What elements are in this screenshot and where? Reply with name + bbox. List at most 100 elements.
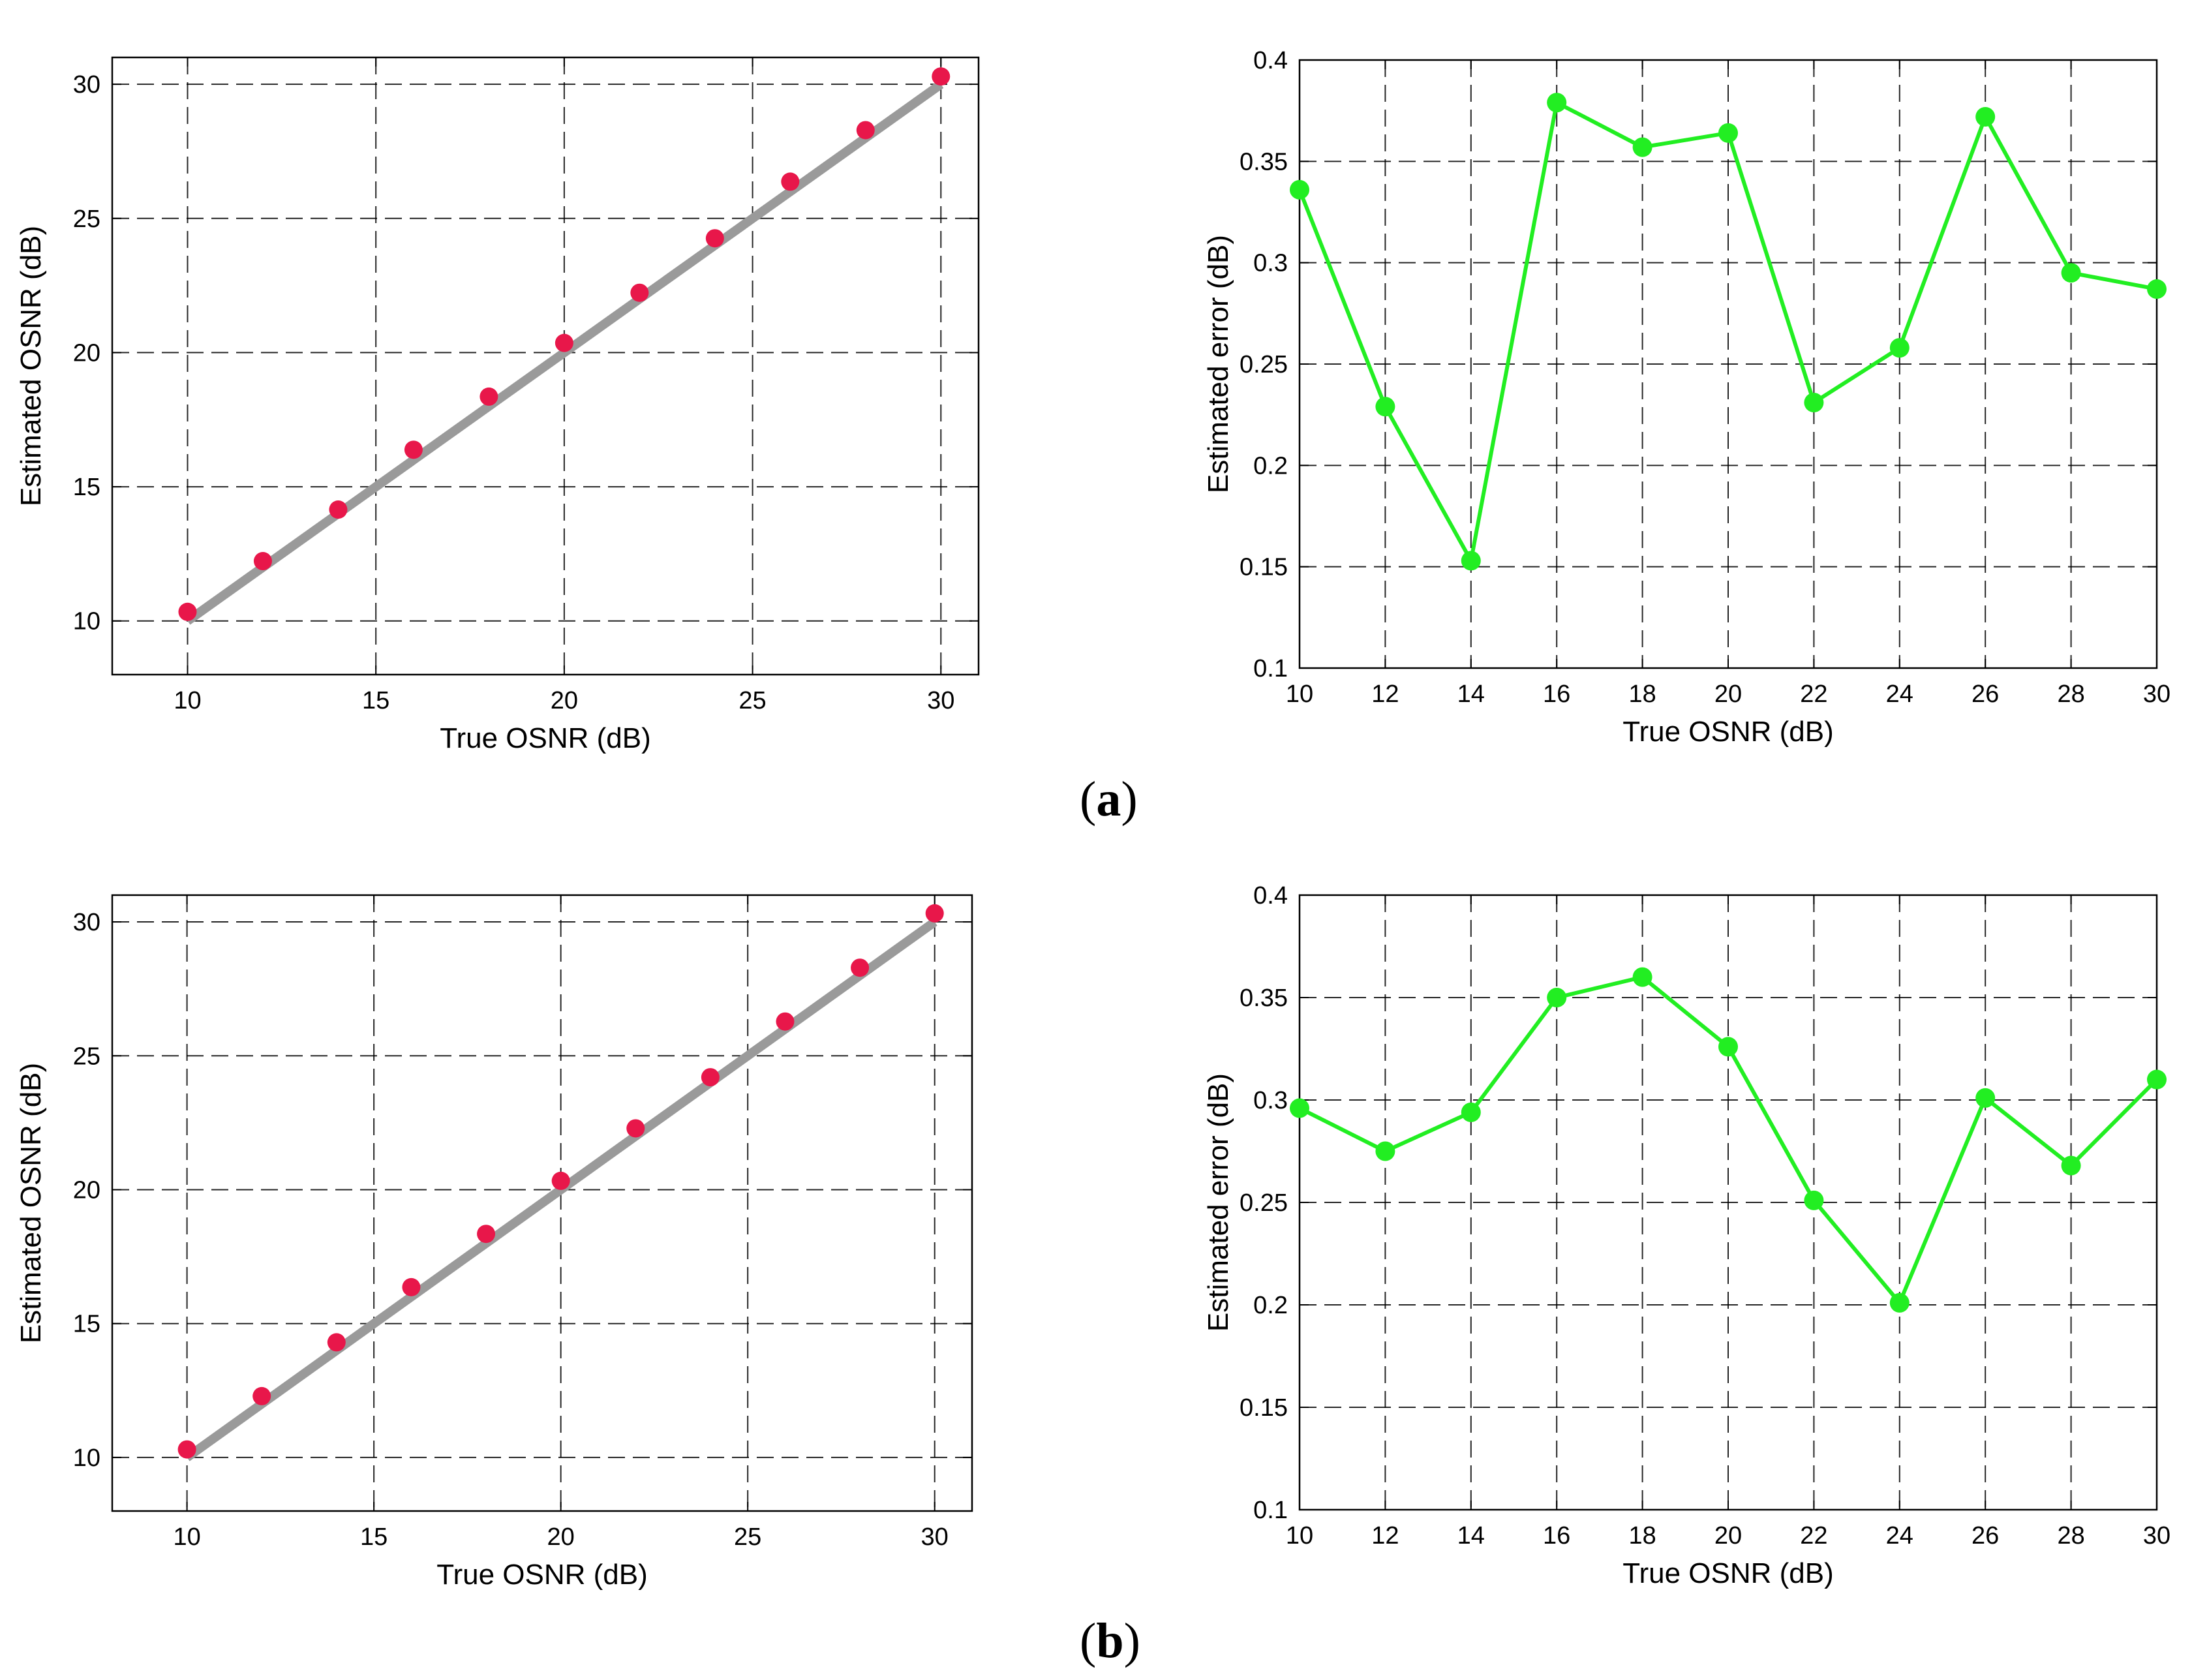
x-tick-label: 12 — [1371, 1522, 1399, 1550]
data-point-estimated — [555, 333, 573, 352]
data-point-estimated — [776, 1012, 795, 1031]
x-tick-label: 16 — [1543, 1522, 1570, 1550]
x-tick-label: 10 — [1286, 680, 1313, 708]
x-tick-label: 28 — [2057, 680, 2084, 708]
y-tick-label: 0.25 — [1240, 1189, 1288, 1217]
data-point-error — [1718, 123, 1738, 143]
y-tick-label: 0.25 — [1240, 351, 1288, 378]
chart-b-left: 10 15 20 25 30 10 15 20 25 30 True OSNR (dB) Estima… — [15, 894, 973, 1591]
chart-a-left: 10 15 20 25 30 10 15 20 25 30 True OSNR (dB) Estima… — [15, 56, 980, 754]
data-point-estimated — [551, 1171, 570, 1190]
x-tick-label: 14 — [1457, 680, 1485, 708]
x-tick-label: 30 — [921, 1523, 949, 1551]
y-tick-label: 20 — [73, 1176, 100, 1204]
data-point-error — [1461, 1102, 1481, 1122]
panel-label-a: (a) — [1080, 772, 1138, 827]
x-tick-label: 25 — [734, 1523, 761, 1551]
x-tick-label: 15 — [360, 1523, 388, 1551]
y-tick-label: 20 — [73, 339, 100, 367]
x-tick-label: 10 — [1286, 1522, 1313, 1550]
data-point-error — [1975, 106, 1996, 127]
data-point-error — [1804, 1190, 1824, 1210]
y-axis-label: Estimated error (dB) — [1202, 235, 1234, 493]
data-point-estimated — [480, 387, 498, 406]
x-tick-label: 12 — [1371, 680, 1399, 708]
y-tick-label: 0.3 — [1253, 250, 1288, 277]
data-point-estimated — [402, 1277, 421, 1296]
x-tick-label: 15 — [362, 687, 389, 714]
y-axis-label: Estimated OSNR (dB) — [15, 1063, 47, 1343]
x-tick-label: 22 — [1800, 680, 1827, 708]
x-tick-label: 28 — [2057, 1522, 2084, 1550]
y-tick-label: 0.35 — [1240, 985, 1288, 1012]
y-tick-label: 0.4 — [1253, 47, 1288, 74]
x-tick-label: 24 — [1886, 680, 1913, 708]
ideal-fit-line — [185, 80, 944, 625]
data-point-error — [1718, 1037, 1738, 1057]
data-point-error — [1375, 1141, 1395, 1161]
x-tick-label: 26 — [1971, 1522, 1999, 1550]
y-tick-label: 0.1 — [1253, 655, 1288, 682]
x-tick-label: 26 — [1971, 680, 1999, 708]
plot-frame — [111, 56, 980, 676]
y-tick-label: 10 — [73, 608, 100, 635]
x-axis-label: True OSNR (dB) — [436, 1559, 648, 1591]
y-tick-label: 0.1 — [1253, 1497, 1288, 1524]
y-tick-label: 30 — [73, 909, 100, 936]
y-tick-label: 25 — [73, 206, 100, 233]
x-tick-label: 20 — [1714, 1522, 1742, 1550]
data-point-estimated — [851, 958, 870, 977]
data-point-estimated — [630, 283, 649, 302]
data-point-estimated — [178, 602, 197, 621]
data-point-error — [1632, 967, 1652, 987]
x-tick-label: 22 — [1800, 1522, 1827, 1550]
y-tick-label: 0.3 — [1253, 1087, 1288, 1114]
data-point-error — [1632, 137, 1652, 157]
x-tick-label: 30 — [927, 687, 954, 714]
x-tick-label: 16 — [1543, 680, 1570, 708]
data-point-estimated — [477, 1225, 496, 1244]
x-tick-label: 30 — [2143, 680, 2170, 708]
y-tick-label: 0.2 — [1253, 1292, 1288, 1319]
data-point-error — [1290, 1098, 1309, 1118]
data-point-estimated — [701, 1068, 720, 1087]
data-point-error — [2061, 1155, 2081, 1176]
y-tick-label: 0.15 — [1240, 554, 1288, 581]
x-tick-label: 10 — [174, 687, 201, 714]
chart-b-right: 10 12 14 16 18 20 22 24 26 28 30 0.1 0.15 0.2 0.25 0.3 0… — [1202, 882, 2170, 1589]
y-tick-label: 15 — [73, 474, 100, 501]
data-point-estimated — [856, 121, 875, 140]
y-tick-label: 25 — [73, 1043, 100, 1070]
y-axis-label: Estimated OSNR (dB) — [15, 226, 47, 506]
data-point-error — [1375, 397, 1395, 417]
x-axis-label: True OSNR (dB) — [1622, 1557, 1834, 1589]
data-point-error — [1975, 1088, 1996, 1108]
x-tick-label: 10 — [173, 1523, 200, 1551]
y-tick-label: 15 — [73, 1311, 100, 1338]
x-tick-label: 25 — [738, 687, 766, 714]
data-point-error — [2147, 279, 2167, 299]
y-tick-label: 0.2 — [1253, 452, 1288, 480]
data-point-error — [1889, 338, 1910, 358]
y-axis-label: Estimated error (dB) — [1202, 1073, 1234, 1332]
data-point-error — [1290, 179, 1309, 200]
x-axis-label: True OSNR (dB) — [1622, 716, 1834, 748]
data-point-estimated — [252, 1386, 271, 1405]
data-point-estimated — [404, 440, 423, 459]
data-point-estimated — [925, 904, 944, 923]
x-tick-label: 24 — [1886, 1522, 1913, 1550]
data-point-estimated — [253, 552, 272, 571]
data-point-estimated — [705, 229, 724, 248]
data-point-estimated — [329, 500, 348, 519]
panel-label-b: (b) — [1080, 1613, 1140, 1668]
x-tick-label: 20 — [1714, 680, 1742, 708]
x-tick-label: 18 — [1628, 1522, 1656, 1550]
data-point-error — [1547, 93, 1567, 113]
x-tick-label: 20 — [551, 687, 578, 714]
data-point-error — [2061, 263, 2081, 283]
x-tick-label: 30 — [2143, 1522, 2170, 1550]
x-tick-label: 14 — [1457, 1522, 1485, 1550]
data-point-estimated — [932, 67, 951, 86]
y-tick-label: 0.4 — [1253, 882, 1288, 909]
